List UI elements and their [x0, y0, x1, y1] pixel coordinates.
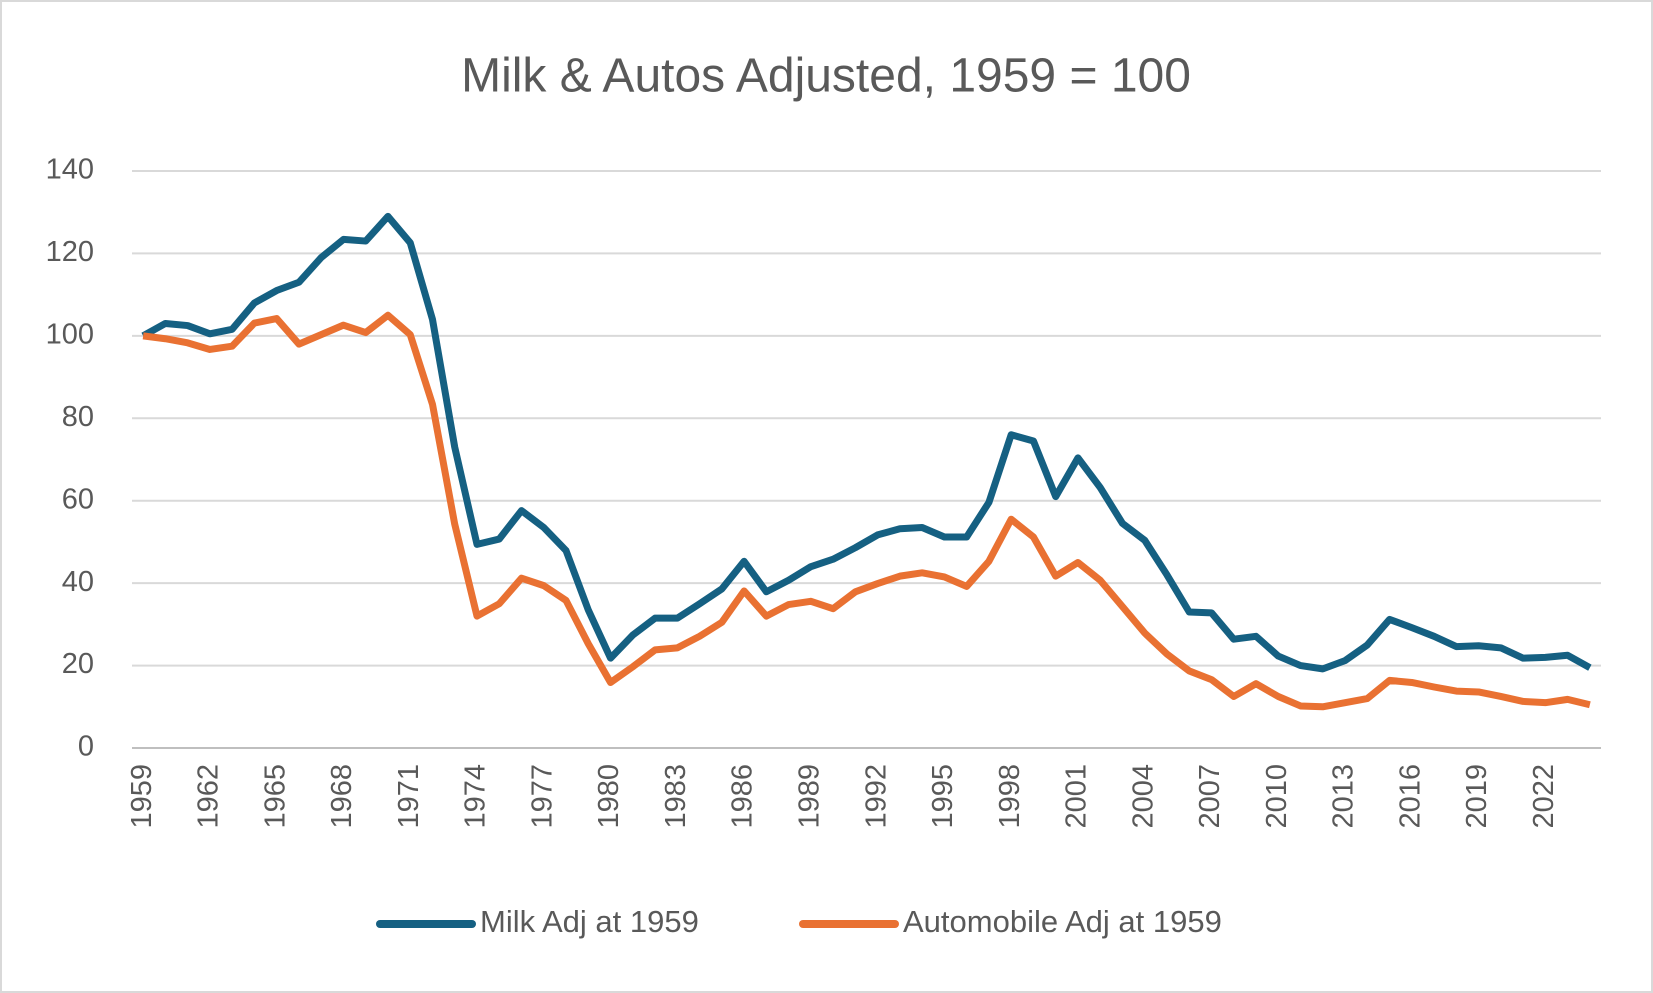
- y-tick-label: 100: [46, 319, 94, 351]
- x-tick-label: 1998: [994, 764, 1026, 829]
- x-tick-label: 1995: [927, 764, 959, 829]
- x-tick-label: 2001: [1061, 764, 1093, 829]
- data-line: [141, 212, 1592, 673]
- y-tick-label: 20: [62, 648, 94, 680]
- x-tick-label: 2010: [1261, 764, 1293, 829]
- y-tick-label: 60: [62, 483, 94, 515]
- x-tick-label: 2004: [1127, 764, 1159, 829]
- x-tick-label: 1968: [326, 764, 358, 829]
- x-tick-label: 1980: [593, 764, 625, 829]
- x-tick-label: 2022: [1528, 764, 1560, 829]
- x-tick-label: 1983: [660, 764, 692, 829]
- x-tick-label: 1959: [126, 764, 158, 829]
- x-tick-label: 1992: [860, 764, 892, 829]
- x-tick-label: 1974: [460, 764, 492, 829]
- data-line: [142, 311, 1591, 711]
- x-tick-label: 1962: [193, 764, 225, 829]
- y-tick-label: 40: [62, 566, 94, 598]
- x-tick-label: 2007: [1194, 764, 1226, 829]
- x-tick-label: 1989: [794, 764, 826, 829]
- chart-title: Milk & Autos Adjusted, 1959 = 100: [461, 50, 1191, 103]
- x-tick-label: 1977: [526, 764, 558, 829]
- y-tick-label: 140: [46, 154, 94, 186]
- y-tick-label: 0: [78, 731, 94, 763]
- x-tick-label: 1965: [259, 764, 291, 829]
- y-tick-label: 80: [62, 401, 94, 433]
- y-tick-label: 120: [46, 236, 94, 268]
- x-tick-label: 1986: [727, 764, 759, 829]
- x-tick-label: 2016: [1394, 764, 1426, 829]
- x-tick-label: 2013: [1328, 764, 1360, 829]
- legend-label: Automobile Adj at 1959: [903, 904, 1222, 939]
- legend-label: Milk Adj at 1959: [480, 904, 699, 939]
- x-tick-label: 1971: [393, 764, 425, 829]
- x-tick-label: 2019: [1461, 764, 1493, 829]
